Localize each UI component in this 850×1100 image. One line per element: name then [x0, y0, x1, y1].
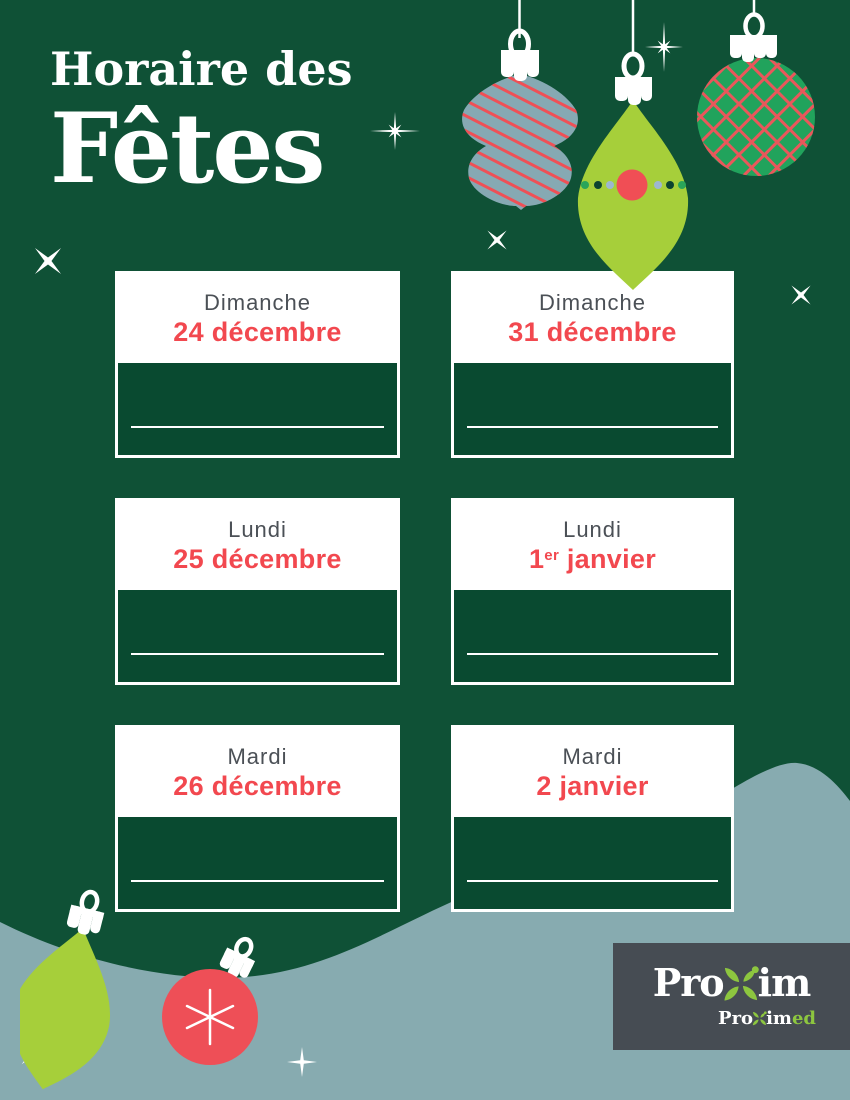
card-date-label: 31 décembre [508, 317, 677, 347]
hours-fill-line [467, 880, 718, 882]
proxim-logo-box: Pro im Pro imed [613, 943, 850, 1050]
card-hours-area [454, 363, 731, 455]
ornament-ball-icon [697, 0, 815, 176]
card-date-label: 1er janvier [528, 544, 657, 574]
tagline-end: ed [791, 1008, 816, 1029]
card-header: Dimanche 24 décembre [115, 271, 400, 363]
card-header: Lundi 1er janvier [451, 498, 734, 590]
schedule-card: Lundi 1er janvier [451, 498, 734, 685]
card-day-label: Mardi [562, 744, 623, 769]
card-hours-area [118, 363, 397, 455]
card-day-label: Dimanche [538, 290, 647, 315]
sparkle-icon [645, 22, 683, 72]
hours-fill-line [131, 426, 384, 428]
card-hours-area [454, 817, 731, 909]
schedule-card: Dimanche 24 décembre [115, 271, 400, 458]
ornament-cap [615, 77, 652, 105]
ornament-cap [219, 947, 256, 978]
card-header: Mardi 2 janvier [451, 725, 734, 817]
card-date-label: 2 janvier [536, 771, 649, 801]
leaf-x-icon [724, 966, 759, 1001]
card-header: Mardi 26 décembre [115, 725, 400, 817]
ornament-dots [581, 169, 686, 201]
card-header: Dimanche 31 décembre [451, 271, 734, 363]
ornament-cap [501, 50, 539, 81]
tagline-pre: Pro [718, 1008, 754, 1029]
card-date-label: 26 décembre [173, 771, 342, 801]
card-hours-area [118, 590, 397, 682]
card-day-label: Dimanche [203, 290, 312, 315]
schedule-card: Lundi 25 décembre [115, 498, 400, 685]
card-hours-area [118, 817, 397, 909]
brand-text-post: im [757, 959, 812, 1005]
ornament-finial-icon [462, 0, 578, 210]
schedule-card: Mardi 2 janvier [451, 725, 734, 912]
ornament-teardrop-icon [20, 889, 111, 1090]
brand-text-pre: Pro [652, 959, 725, 1005]
ornament-cap [66, 904, 105, 935]
hours-fill-line [467, 426, 718, 428]
ornament-red-ball-icon [162, 936, 258, 1065]
sparkle-icon [287, 1047, 317, 1077]
schedule-card: Mardi 26 décembre [115, 725, 400, 912]
page-title: Horaire des Fêtes [50, 40, 353, 200]
leaf-x-icon [752, 1011, 767, 1026]
card-header: Lundi 25 décembre [115, 498, 400, 590]
sparkle-x-icon [487, 230, 507, 250]
hours-fill-line [131, 653, 384, 655]
ornament-leaf-icon [577, 0, 689, 290]
proximed-logo: Pro imed [613, 1008, 850, 1029]
card-day-label: Lundi [563, 517, 622, 542]
hours-fill-line [467, 653, 718, 655]
starburst-icon [185, 988, 235, 1046]
tagline-mid: im [766, 1008, 792, 1029]
card-date-label: 25 décembre [173, 544, 342, 574]
card-day-label: Lundi [228, 517, 287, 542]
title-line-2: Fêtes [50, 92, 325, 205]
card-date-label: 24 décembre [173, 317, 342, 347]
sparkle-x-icon [34, 247, 62, 275]
hours-fill-line [131, 880, 384, 882]
schedule-card: Dimanche 31 décembre [451, 271, 734, 458]
card-hours-area [454, 590, 731, 682]
sparkle-icon [370, 112, 420, 150]
card-day-label: Mardi [227, 744, 288, 769]
title-line-1: Horaire des [50, 42, 353, 96]
ornament-cap [730, 35, 777, 62]
proxim-logo: Pro im [613, 959, 850, 1005]
sparkle-x-icon [791, 285, 811, 305]
